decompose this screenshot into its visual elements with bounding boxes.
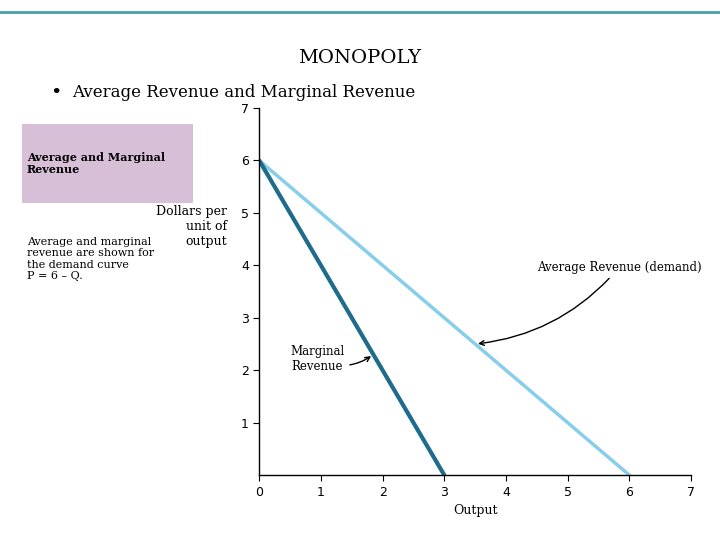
- Text: Average Revenue and Marginal Revenue: Average Revenue and Marginal Revenue: [72, 84, 415, 100]
- FancyBboxPatch shape: [22, 124, 193, 203]
- Text: Average and marginal
revenue are shown for
the demand curve
P = 6 – Q.: Average and marginal revenue are shown f…: [27, 237, 154, 281]
- Text: Dollars per
unit of
output: Dollars per unit of output: [156, 205, 227, 248]
- Text: Average Revenue (demand): Average Revenue (demand): [480, 261, 701, 345]
- Text: MONOPOLY: MONOPOLY: [298, 49, 422, 66]
- Text: Average and Marginal
Revenue: Average and Marginal Revenue: [27, 152, 165, 176]
- Text: •: •: [50, 84, 62, 102]
- X-axis label: Output: Output: [453, 504, 498, 517]
- Text: Marginal
Revenue: Marginal Revenue: [290, 345, 370, 373]
